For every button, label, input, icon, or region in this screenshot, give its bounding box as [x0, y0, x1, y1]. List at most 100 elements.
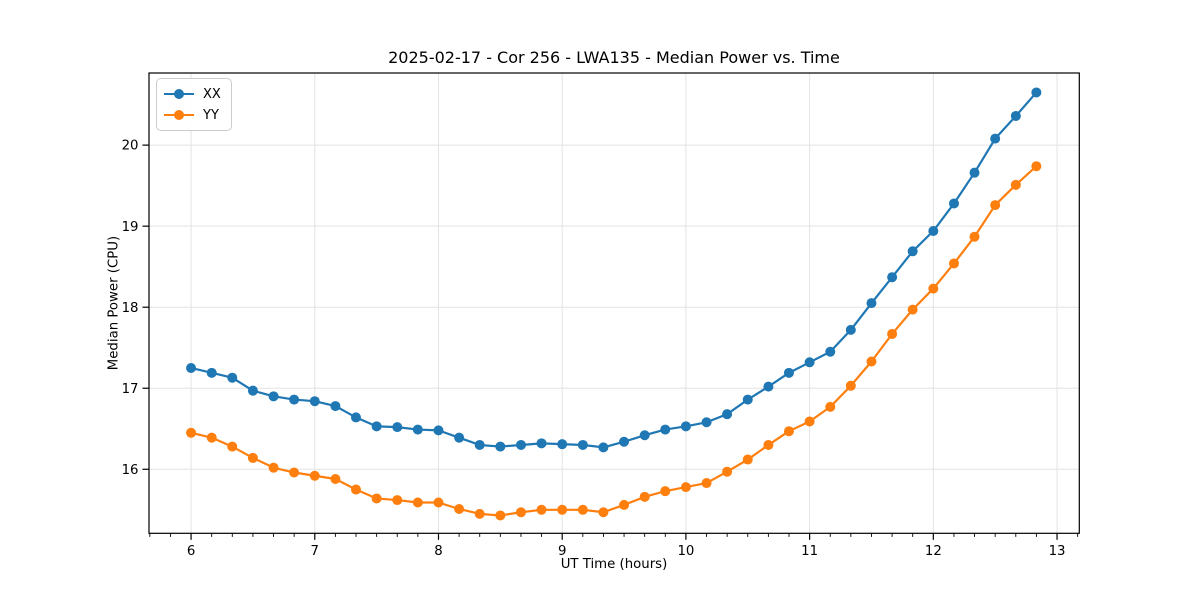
data-point-xx [350, 412, 361, 423]
data-point-yy [371, 493, 382, 504]
data-point-xx [742, 394, 753, 405]
data-point-xx [763, 381, 774, 392]
data-point-yy [660, 486, 671, 497]
data-point-xx [907, 246, 918, 257]
data-point-xx [495, 441, 506, 452]
data-point-yy [619, 499, 630, 510]
data-point-yy [557, 504, 568, 515]
data-point-yy [536, 504, 547, 515]
data-point-yy [454, 503, 465, 514]
data-point-yy [742, 454, 753, 465]
data-point-xx [330, 401, 341, 412]
data-point-yy [866, 356, 877, 367]
data-point-yy [186, 427, 197, 438]
data-point-yy [783, 426, 794, 437]
data-point-xx [722, 409, 733, 420]
data-point-xx [577, 439, 588, 450]
data-point-yy [289, 467, 300, 478]
data-point-xx [412, 424, 423, 435]
data-point-yy [350, 484, 361, 495]
series-line-yy [190, 165, 1038, 517]
data-point-yy [577, 504, 588, 515]
data-point-xx [845, 324, 856, 335]
data-point-xx [639, 430, 650, 441]
x-axis-label: UT Time (hours) [560, 557, 668, 572]
data-point-xx [680, 421, 691, 432]
data-point-xx [990, 133, 1001, 144]
data-point-yy [515, 507, 526, 518]
x-tick-label: 6 [187, 544, 195, 559]
data-point-xx [309, 396, 320, 407]
y-tick-label: 20 [122, 139, 139, 154]
data-point-yy [392, 495, 403, 506]
data-point-xx [515, 439, 526, 450]
data-point-yy [907, 304, 918, 315]
legend-item-xx: XX [164, 84, 221, 104]
data-point-xx [268, 391, 279, 402]
data-point-xx [619, 436, 630, 447]
legend-line-sample-xx [164, 89, 194, 99]
data-point-xx [804, 357, 815, 368]
data-point-yy [722, 466, 733, 477]
data-point-xx [247, 385, 258, 396]
data-point-xx [825, 346, 836, 357]
data-point-xx [289, 394, 300, 405]
legend-item-yy: YY [164, 105, 221, 125]
data-point-yy [680, 482, 691, 493]
x-tick-label: 13 [1049, 544, 1066, 559]
x-tick-label: 8 [434, 544, 442, 559]
data-point-xx [371, 421, 382, 432]
data-point-yy [825, 401, 836, 412]
data-point-xx [660, 424, 671, 435]
data-point-xx [186, 362, 197, 373]
data-point-xx [866, 298, 877, 309]
data-point-xx [887, 272, 898, 283]
data-point-xx [969, 167, 980, 178]
data-point-yy [412, 497, 423, 508]
data-point-xx [474, 439, 485, 450]
legend-label-yy: YY [203, 107, 219, 123]
legend: XX YY [156, 78, 232, 131]
x-tick-label: 10 [677, 544, 694, 559]
plot-border [148, 72, 1080, 534]
y-tick-label: 18 [122, 301, 139, 316]
data-point-yy [804, 416, 815, 427]
data-point-yy [598, 507, 609, 518]
legend-label-xx: XX [203, 86, 221, 102]
data-point-xx [948, 198, 959, 209]
data-point-xx [1031, 87, 1042, 98]
data-point-xx [433, 425, 444, 436]
data-point-yy [330, 474, 341, 485]
data-point-yy [495, 510, 506, 521]
y-tick-label: 16 [122, 463, 139, 478]
data-point-xx [783, 367, 794, 378]
data-point-yy [433, 497, 444, 508]
y-tick-label: 19 [122, 220, 139, 235]
data-point-xx [1010, 110, 1021, 121]
data-point-xx [392, 422, 403, 433]
data-point-yy [309, 470, 320, 481]
legend-marker-icon [174, 110, 184, 120]
data-point-xx [227, 372, 238, 383]
series-line-xx [190, 91, 1038, 449]
data-point-yy [268, 462, 279, 473]
data-point-yy [887, 328, 898, 339]
data-point-yy [639, 491, 650, 502]
data-point-yy [227, 441, 238, 452]
data-point-yy [247, 452, 258, 463]
data-point-yy [990, 200, 1001, 211]
data-point-yy [948, 258, 959, 269]
data-point-xx [928, 226, 939, 237]
data-point-yy [845, 380, 856, 391]
data-point-yy [474, 508, 485, 519]
data-point-yy [701, 478, 712, 489]
data-point-xx [454, 432, 465, 443]
data-point-yy [1031, 161, 1042, 172]
y-tick-label: 17 [122, 382, 139, 397]
legend-line-sample-yy [164, 110, 194, 120]
data-point-xx [701, 417, 712, 428]
x-tick-label: 9 [558, 544, 566, 559]
data-point-yy [763, 439, 774, 450]
